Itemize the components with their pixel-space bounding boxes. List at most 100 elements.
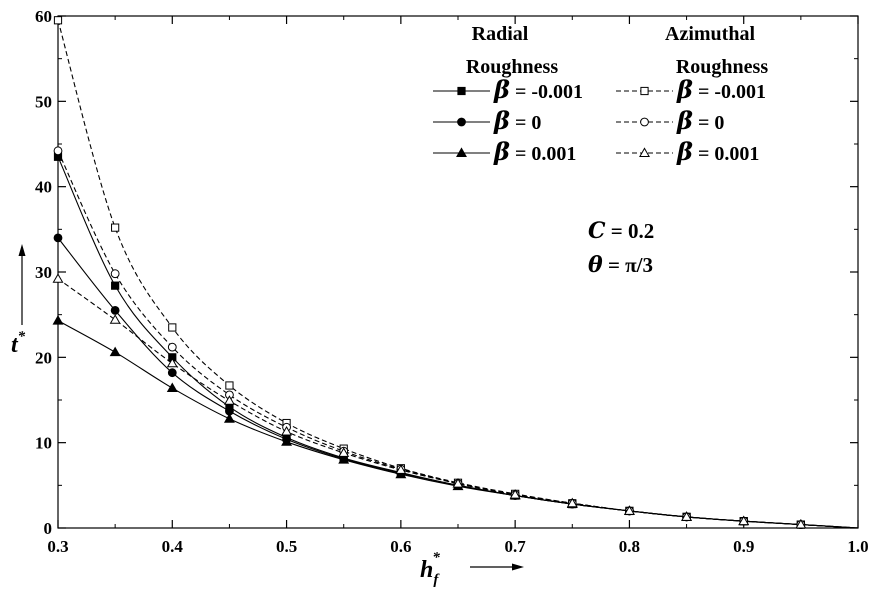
series-5-point	[623, 505, 635, 515]
series-2-point	[223, 413, 235, 423]
y-tick-label: 50	[35, 92, 52, 111]
series-1-point	[167, 368, 177, 378]
legend-label-symbol: β	[676, 75, 693, 104]
series-line-2	[57, 320, 859, 529]
x-axis-title-main: h	[420, 557, 433, 583]
legend-marker	[640, 117, 649, 127]
series-2-point	[52, 315, 64, 325]
annotation-theta-value: = π/3	[603, 253, 653, 277]
legend-label: β = 0	[493, 106, 541, 135]
legend-marker	[457, 86, 466, 96]
legend-label-value: = 0	[693, 112, 724, 134]
series-3-point	[53, 16, 63, 25]
legend-entry-radial-1: β = 0	[433, 106, 541, 135]
series-line-0	[57, 156, 859, 529]
series-3-point	[168, 323, 177, 332]
legend-marker	[456, 147, 467, 157]
legend-marker	[639, 147, 650, 157]
series-4-azimuthal	[53, 146, 859, 529]
y-tick-label: 0	[44, 519, 53, 538]
legend-label: β = 0.001	[493, 137, 576, 166]
x-tick-label: 0.8	[619, 537, 640, 556]
legend-entry-azimuthal-0: β = -0.001	[616, 75, 766, 104]
legend-label-value: = 0	[510, 112, 541, 134]
legend-header-azimuthal-line2: Roughness	[676, 56, 768, 78]
legend-entry-azimuthal-2: β = 0.001	[616, 137, 759, 166]
series-4-point	[53, 146, 63, 156]
y-axis-title: t*	[11, 329, 26, 358]
legend-label-symbol: β	[493, 106, 510, 135]
legend-label-symbol: β	[493, 75, 510, 104]
annotation-c-value: = 0.2	[606, 219, 655, 243]
series-5-point	[566, 497, 578, 508]
x-tick-label: 0.6	[390, 537, 411, 556]
series-3-point	[225, 381, 234, 390]
series-2-point	[166, 382, 178, 393]
y-tick-label: 20	[35, 348, 52, 367]
x-axis-title-sup: *	[432, 550, 440, 566]
x-axis-title-sub: f	[433, 572, 440, 588]
legend-entry-azimuthal-1: β = 0	[616, 106, 724, 135]
series-2-point	[338, 454, 350, 464]
series-5-point	[223, 395, 235, 405]
annotation-theta-symbol: θ	[588, 252, 603, 278]
annotation-theta: θ = π/3	[588, 252, 653, 278]
x-tick-label: 0.3	[47, 537, 68, 556]
annotation-c-symbol: C	[588, 218, 606, 244]
y-axis-title-main: t	[11, 332, 19, 358]
legend-label: β = 0.001	[676, 137, 759, 166]
series-2-point	[281, 436, 293, 446]
y-tick-label: 10	[35, 434, 52, 453]
x-tick-label: 0.5	[276, 537, 297, 556]
x-tick-label: 0.7	[505, 537, 527, 556]
legend-header-radial-line1: Radial	[472, 23, 529, 45]
x-tick-label: 0.4	[162, 537, 184, 556]
series-5-point	[166, 357, 178, 368]
legend-label: β = -0.001	[493, 75, 583, 104]
series-line-3	[57, 20, 859, 529]
legend-label-value: = -0.001	[693, 81, 766, 103]
legend-entry-radial-0: β = -0.001	[433, 75, 583, 104]
series-4-point	[167, 342, 177, 352]
series-layer	[52, 16, 859, 529]
y-axis-arrow-head	[18, 244, 26, 256]
legend-entry-radial-2: β = 0.001	[433, 137, 576, 166]
y-tick-label: 60	[35, 7, 52, 26]
legend-header-radial-line2: Roughness	[466, 56, 558, 78]
series-5-point	[109, 314, 121, 324]
series-5-point	[681, 511, 693, 521]
x-tick-label: 1.0	[847, 537, 868, 556]
series-5-point	[509, 489, 521, 499]
series-0-point	[111, 281, 120, 290]
series-5-point	[281, 425, 293, 436]
x-axis-arrow-head	[512, 563, 524, 571]
series-1-point	[110, 306, 120, 315]
series-5-point	[395, 464, 407, 474]
legend-label: β = 0	[676, 106, 724, 135]
series-5-point	[52, 273, 64, 283]
x-axis-title: hf *	[420, 550, 440, 588]
series-1-point	[53, 233, 63, 243]
legend-marker	[457, 117, 466, 127]
y-tick-label: 30	[35, 263, 52, 282]
series-line-5	[57, 278, 859, 529]
legend-label-symbol: β	[676, 137, 693, 166]
legend-label-value: = 0.001	[510, 143, 576, 165]
ticks-layer: 0.3 0.4 0.5 0.6 0.7 0.8 0.9 1.0 0 10 20 30 40 50 60	[35, 7, 869, 556]
series-2-point	[109, 346, 121, 357]
legend-header-azimuthal-line1: Azimuthal	[665, 23, 755, 45]
series-line-4	[57, 150, 859, 529]
legend-label-value: = -0.001	[510, 81, 583, 103]
series-4-point	[110, 269, 120, 279]
legend-label: β = -0.001	[676, 75, 766, 104]
series-0-radial	[53, 152, 859, 529]
legend-marker	[640, 86, 649, 96]
legend-label-symbol: β	[676, 106, 693, 135]
legend-label-symbol: β	[493, 137, 510, 166]
y-axis-title-sup: *	[18, 329, 26, 345]
y-tick-label: 40	[35, 178, 52, 197]
legend-label-value: = 0.001	[693, 143, 759, 165]
series-5-point	[338, 447, 350, 457]
